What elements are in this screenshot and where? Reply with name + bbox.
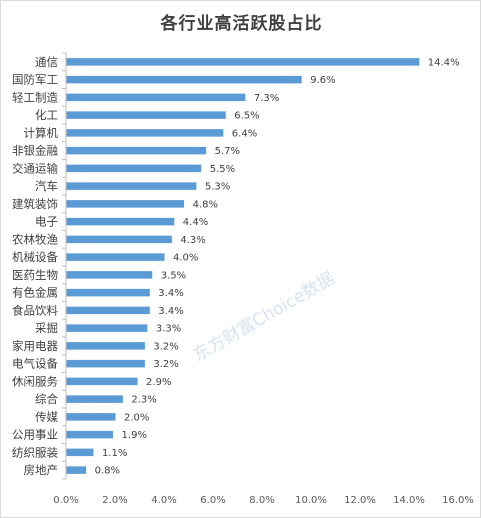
bar [66,58,420,66]
data-label: 3.2% [153,341,178,352]
category-label: 汽车 [35,179,58,193]
category-label: 房地产 [24,463,59,477]
data-label: 6.5% [234,111,259,122]
data-label: 3.4% [158,288,183,299]
x-tick-label: 2.0% [102,495,127,506]
category-label: 化工 [35,108,58,122]
category-label: 食品饮料 [12,303,58,317]
category-label: 纺织服装 [12,445,58,459]
chart-title: 各行业高活跃股占比 [160,14,323,34]
category-label: 综合 [35,392,58,406]
bar [66,235,172,244]
bar [66,448,94,457]
data-label: 4.0% [173,253,198,264]
category-label: 非银金融 [12,144,58,158]
category-label: 家用电器 [12,339,58,353]
bar [66,182,197,190]
data-label: 5.5% [210,164,235,175]
category-label: 采掘 [35,321,58,335]
bar [66,217,175,226]
x-tick-label: 4.0% [151,495,176,506]
bar [66,164,202,173]
data-label: 9.6% [310,75,335,86]
bar [66,75,302,84]
bar [66,430,114,439]
bar [66,200,185,208]
data-label: 1.9% [122,430,147,441]
x-tick-label: 0.0% [53,495,78,506]
data-label: 0.8% [95,466,120,477]
x-tick-label: 12.0% [344,495,376,506]
category-label: 休闲服务 [12,374,58,388]
x-tick-label: 6.0% [200,495,225,506]
bar [66,359,145,368]
data-label: 5.7% [215,146,240,157]
category-label: 机械设备 [12,250,58,264]
data-label: 3.4% [158,306,183,317]
data-label: 14.4% [428,57,460,68]
x-tick-label: 10.0% [295,495,327,506]
x-tick-label: 14.0% [393,495,425,506]
x-tick-label: 8.0% [249,495,274,506]
category-label: 传媒 [35,410,58,424]
bar [66,288,150,297]
category-label: 公用事业 [12,428,58,442]
data-label: 4.4% [183,217,208,228]
data-label: 2.3% [131,395,156,406]
data-label: 3.3% [156,324,181,335]
category-label: 医药生物 [12,268,58,282]
bar [66,271,153,279]
bar [66,342,145,350]
bar [66,146,207,155]
bar [66,466,87,474]
bar [66,395,123,403]
data-label: 5.3% [205,182,230,193]
data-label: 2.9% [146,377,171,388]
category-label: 有色金属 [12,286,58,300]
bar [66,306,150,315]
category-label: 交通运输 [12,161,58,175]
data-label: 4.8% [193,199,218,210]
category-label: 建筑装饰 [12,197,58,211]
data-label: 3.2% [153,359,178,370]
data-label: 2.0% [124,412,149,423]
bar [66,129,224,137]
data-label: 6.4% [232,128,257,139]
category-label: 轻工制造 [12,90,58,104]
x-tick-label: 16.0% [442,495,474,506]
data-label: 3.5% [161,270,186,281]
bar [66,111,226,119]
category-label: 计算机 [24,126,59,140]
category-label: 通信 [35,55,58,69]
data-label: 4.3% [180,235,205,246]
bar [66,377,138,386]
category-label: 电气设备 [12,357,58,371]
category-label: 电子 [35,215,58,229]
bar [66,413,116,421]
bar [66,253,165,261]
watermark-text: 东方财富Choice数据 [190,269,338,366]
bar [66,324,148,332]
data-label: 1.1% [102,448,127,459]
category-label: 国防军工 [12,73,58,87]
data-label: 7.3% [254,93,279,104]
bar [66,93,246,102]
category-label: 农林牧渔 [12,232,58,246]
